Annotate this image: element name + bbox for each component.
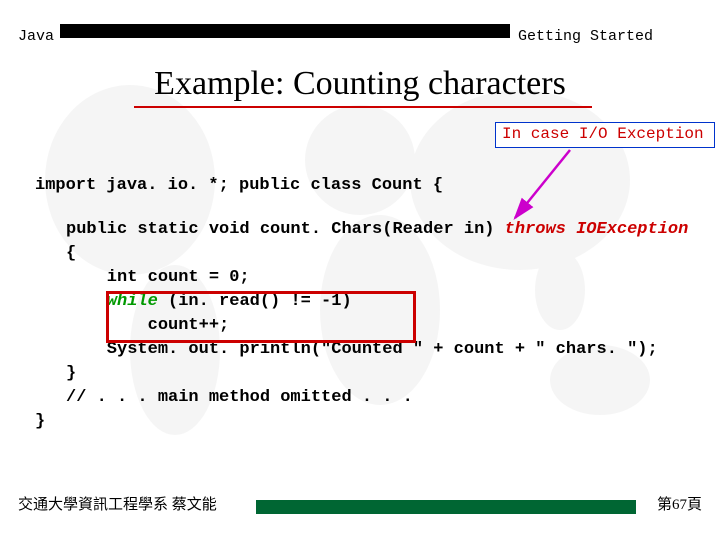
callout-box: In case I/O Exception: [495, 122, 715, 148]
code-while-rest: (in. read() != -1): [158, 292, 352, 311]
arrow-icon: [500, 148, 620, 228]
code-open-brace: {: [66, 244, 76, 263]
code-block: public static void count. Chars(Reader i…: [66, 218, 688, 434]
slide-footer: 交通大學資訊工程學系 蔡文能 第67頁: [0, 498, 720, 518]
code-println: System. out. println("Counted " + count …: [66, 340, 658, 359]
title-underline: [134, 106, 592, 108]
code-comment: // . . . main method omitted . . .: [66, 388, 413, 407]
slide-header: Java Getting Started: [0, 22, 720, 40]
code-signature-pre: public static void count. Chars(Reader i…: [66, 220, 505, 239]
code-while-keyword: while: [107, 292, 158, 311]
code-close-brace: }: [66, 364, 76, 383]
callout-text: In case I/O Exception: [502, 125, 704, 143]
code-throws: throws IOException: [505, 220, 689, 239]
header-bar: [60, 24, 510, 38]
code-int-line: int count = 0;: [66, 268, 250, 287]
header-right-label: Getting Started: [518, 28, 653, 45]
code-countpp: count++;: [66, 316, 229, 335]
code-class-close: }: [35, 412, 45, 431]
footer-page-number: 第67頁: [657, 493, 702, 514]
footer-bar: [256, 500, 636, 514]
code-import-line: import java. io. *; public class Count {: [35, 176, 443, 195]
footer-left-label: 交通大學資訊工程學系 蔡文能: [18, 493, 217, 514]
slide-title: Example: Counting characters: [0, 65, 720, 103]
header-left-label: Java: [18, 28, 54, 45]
